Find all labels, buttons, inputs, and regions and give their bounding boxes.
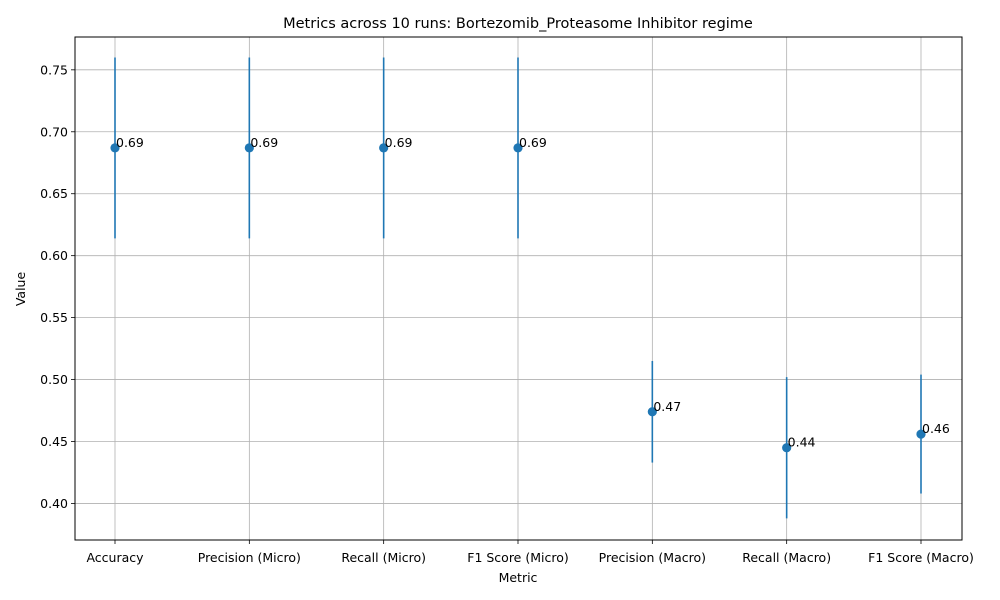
data-points xyxy=(110,143,926,453)
x-tick-label: F1 Score (Micro) xyxy=(467,550,569,565)
y-tick-label: 0.50 xyxy=(40,372,68,387)
plot-frame xyxy=(74,36,963,541)
y-axis-ticks: 0.40 0.45 0.50 0.55 0.60 0.65 0.70 0.75 xyxy=(40,62,75,511)
y-tick-label: 0.40 xyxy=(40,496,68,511)
y-tick-label: 0.45 xyxy=(40,434,68,449)
x-tick-label: Precision (Macro) xyxy=(599,550,706,565)
y-tick-label: 0.75 xyxy=(40,62,68,77)
y-tick-label: 0.70 xyxy=(40,124,68,139)
chart-title: Metrics across 10 runs: Bortezomib_Prote… xyxy=(283,16,753,32)
data-point xyxy=(110,143,120,153)
value-label: 0.44 xyxy=(788,435,816,450)
x-tick-label: Recall (Micro) xyxy=(341,550,426,565)
data-point xyxy=(782,443,792,453)
value-label: 0.69 xyxy=(116,135,144,150)
x-axis-label: Metric xyxy=(499,570,538,585)
data-point xyxy=(379,143,389,153)
x-tick-label: Accuracy xyxy=(86,550,144,565)
x-tick-label: Precision (Micro) xyxy=(198,550,301,565)
x-tick-label: Recall (Macro) xyxy=(742,550,831,565)
data-point xyxy=(244,143,254,153)
value-labels: 0.69 0.69 0.69 0.69 0.47 0.44 0.46 xyxy=(116,135,950,450)
value-label: 0.69 xyxy=(385,135,413,150)
y-tick-label: 0.65 xyxy=(40,186,68,201)
data-point xyxy=(647,407,657,417)
value-label: 0.47 xyxy=(653,399,681,414)
value-label: 0.46 xyxy=(922,421,950,436)
data-point xyxy=(513,143,523,153)
value-label: 0.69 xyxy=(250,135,278,150)
data-point xyxy=(916,429,926,439)
value-label: 0.69 xyxy=(519,135,547,150)
y-axis-label: Value xyxy=(13,272,28,307)
x-tick-label: F1 Score (Macro) xyxy=(868,550,974,565)
y-tick-label: 0.60 xyxy=(40,248,68,263)
x-axis-ticks: Accuracy Precision (Micro) Recall (Micro) F… xyxy=(86,540,974,565)
y-tick-label: 0.55 xyxy=(40,310,68,325)
